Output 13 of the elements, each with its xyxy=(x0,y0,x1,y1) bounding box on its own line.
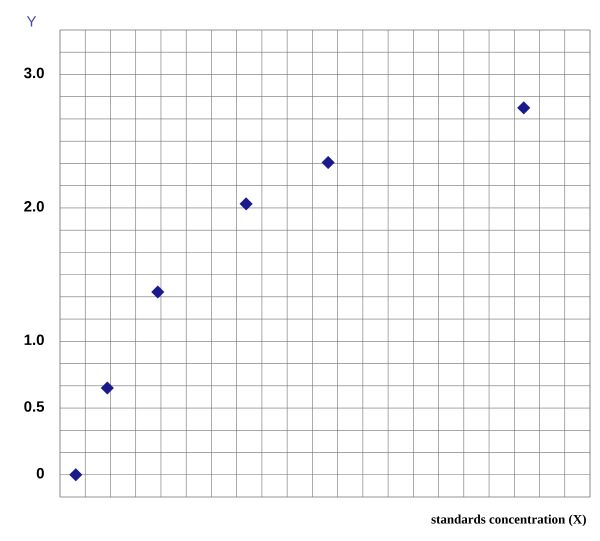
point xyxy=(69,468,82,482)
y-tick-label: 0.5 xyxy=(24,401,44,412)
y-tick-label: 0 xyxy=(36,468,44,478)
point xyxy=(322,156,335,170)
y-tick-label: 1.0 xyxy=(24,334,44,346)
y-tick-label: 3.0 xyxy=(24,68,44,78)
point xyxy=(151,285,164,299)
y-tick-label: 2.0 xyxy=(24,201,44,212)
point xyxy=(240,197,253,210)
point xyxy=(100,381,114,395)
x-axis-title: standards concentration (X) xyxy=(431,514,586,526)
y-axis-title: Y xyxy=(26,16,36,26)
point xyxy=(517,101,530,114)
